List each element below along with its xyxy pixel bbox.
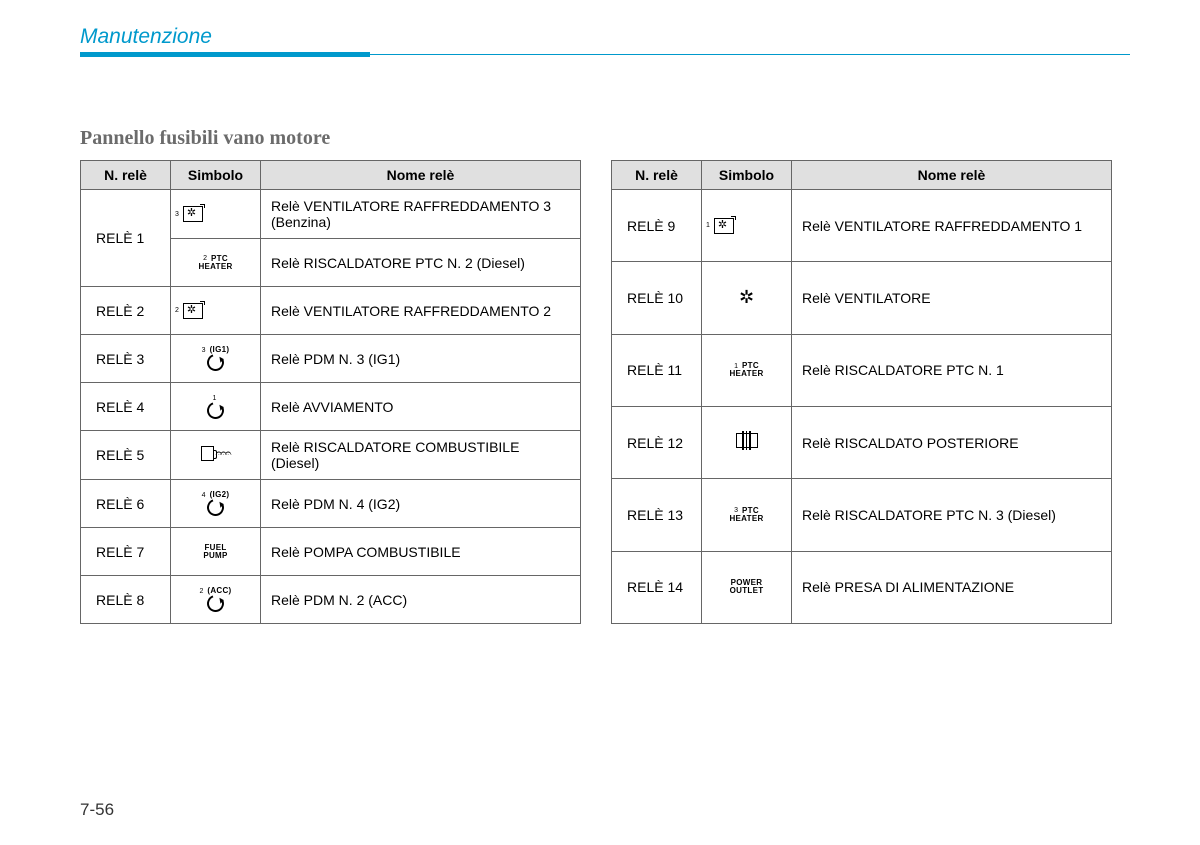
table-row: RELÈ 14POWEROUTLETRelè PRESA DI ALIMENTA… [612,551,1112,623]
table-row: RELÈ 12 Relè RISCALDATO POSTERIORE [612,406,1112,478]
col-header-name: Nome relè [261,161,581,190]
relay-number-cell: RELÈ 4 [81,383,171,431]
relay-number-cell: RELÈ 13 [612,479,702,551]
table-row: RELÈ 5 𝄐𝄐𝄐 Relè RISCALDATORE COMBUSTIBILE … [81,431,581,480]
table-row: RELÈ 91Relè VENTILATORE RAFFREDDAMENTO 1 [612,190,1112,262]
relay-number-cell: RELÈ 7 [81,528,171,576]
defrost-icon [736,433,758,448]
symbol-cell: FUELPUMP [171,528,261,576]
relay-number-cell: RELÈ 5 [81,431,171,480]
relay-table-1: N. relè Simbolo Nome relè RELÈ 13Relè VE… [80,160,581,624]
circle-arrow-icon [204,592,227,615]
page-number: 7-56 [80,800,114,820]
table-row: RELÈ 64(IG2)Relè PDM N. 4 (IG2) [81,480,581,528]
relay-name-cell: Relè PDM N. 3 (IG1) [261,335,581,383]
relay-number-cell: RELÈ 9 [612,190,702,262]
relay-name-cell: Relè VENTILATORE RAFFREDDAMENTO 3 (Benzi… [261,190,581,239]
col-header-sym: Simbolo [171,161,261,190]
relay-name-cell: Relè VENTILATORE RAFFREDDAMENTO 1 [792,190,1112,262]
symbol-cell: 3 [171,190,261,239]
table-row: RELÈ 41Relè AVVIAMENTO [81,383,581,431]
symbol-cell: 𝄐𝄐𝄐 [171,431,261,480]
col-header-name: Nome relè [792,161,1112,190]
symbol-cell [702,406,792,478]
relay-name-cell: Relè RISCALDATORE COMBUSTIBILE (Diesel) [261,431,581,480]
circle-arrow-icon [204,351,227,374]
section-title: Pannello fusibili vano motore [80,127,1130,150]
relay-name-cell: Relè RISCALDATORE PTC N. 3 (Diesel) [792,479,1112,551]
symbol-cell: 1 [702,190,792,262]
relay-name-cell: Relè PRESA DI ALIMENTAZIONE [792,551,1112,623]
relay-name-cell: Relè PDM N. 4 (IG2) [261,480,581,528]
relay-name-cell: Relè VENTILATORE [792,262,1112,334]
table-row: RELÈ 13Relè VENTILATORE RAFFREDDAMENTO 3… [81,190,581,239]
relay-number-cell: RELÈ 3 [81,335,171,383]
relay-table-2: N. relè Simbolo Nome relè RELÈ 91Relè VE… [611,160,1112,624]
relay-name-cell: Relè AVVIAMENTO [261,383,581,431]
fan-icon [183,303,203,319]
table-row: RELÈ 82(ACC)Relè PDM N. 2 (ACC) [81,576,581,624]
col-header-num: N. relè [612,161,702,190]
relay-name-cell: Relè RISCALDATO POSTERIORE [792,406,1112,478]
symbol-cell: 2 [171,287,261,335]
fan-icon [714,218,734,234]
col-header-sym: Simbolo [702,161,792,190]
relay-number-cell: RELÈ 2 [81,287,171,335]
symbol-cell: 1PTCHEATER [702,334,792,406]
relay-number-cell: RELÈ 10 [612,262,702,334]
circle-arrow-icon [204,399,227,422]
relay-number-cell: RELÈ 8 [81,576,171,624]
relay-name-cell: Relè PDM N. 2 (ACC) [261,576,581,624]
relay-number-cell: RELÈ 1 [81,190,171,287]
symbol-cell: ✲ [702,262,792,334]
table-row: RELÈ 22Relè VENTILATORE RAFFREDDAMENTO 2 [81,287,581,335]
col-header-num: N. relè [81,161,171,190]
symbol-cell: 1 [171,383,261,431]
symbol-cell: 2PTCHEATER [171,239,261,287]
relay-name-cell: Relè RISCALDATORE PTC N. 1 [792,334,1112,406]
fuel-heater-icon: 𝄐𝄐𝄐 [201,446,229,461]
chapter-title: Manutenzione [80,25,1130,49]
table-row: RELÈ 133PTCHEATERRelè RISCALDATORE PTC N… [612,479,1112,551]
relay-number-cell: RELÈ 12 [612,406,702,478]
symbol-cell: 2(ACC) [171,576,261,624]
relay-name-cell: Relè VENTILATORE RAFFREDDAMENTO 2 [261,287,581,335]
tables-container: N. relè Simbolo Nome relè RELÈ 13Relè VE… [80,160,1130,624]
relay-number-cell: RELÈ 6 [81,480,171,528]
table-row: RELÈ 7FUELPUMPRelè POMPA COMBUSTIBILE [81,528,581,576]
table-row: RELÈ 33(IG1)Relè PDM N. 3 (IG1) [81,335,581,383]
table-row: RELÈ 10 ✲ Relè VENTILATORE [612,262,1112,334]
symbol-cell: POWEROUTLET [702,551,792,623]
relay-number-cell: RELÈ 14 [612,551,702,623]
symbol-cell: 4(IG2) [171,480,261,528]
fan-icon [183,206,203,222]
relay-number-cell: RELÈ 11 [612,334,702,406]
relay-name-cell: Relè POMPA COMBUSTIBILE [261,528,581,576]
relay-name-cell: Relè RISCALDATORE PTC N. 2 (Diesel) [261,239,581,287]
symbol-cell: 3(IG1) [171,335,261,383]
symbol-cell: 3PTCHEATER [702,479,792,551]
table-row: RELÈ 111PTCHEATERRelè RISCALDATORE PTC N… [612,334,1112,406]
title-underline [80,52,1130,57]
circle-arrow-icon [204,496,227,519]
blower-icon: ✲ [739,287,754,307]
